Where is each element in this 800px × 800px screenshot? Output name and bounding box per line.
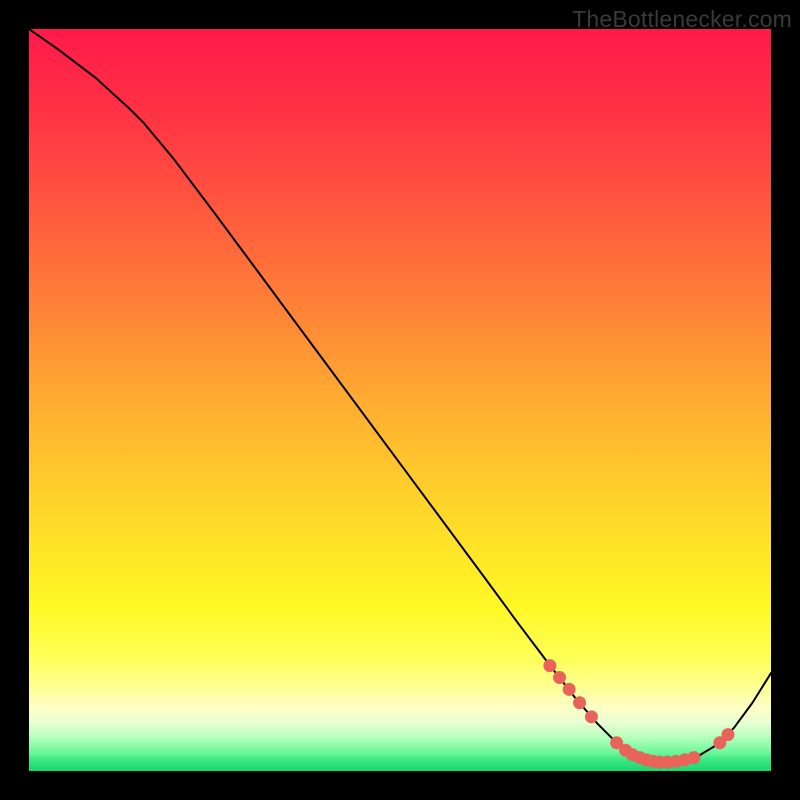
data-marker [573,696,586,709]
gradient-background [29,29,771,771]
plot-area [29,29,771,771]
data-marker [543,659,556,672]
chart-svg [29,29,771,771]
chart-frame: TheBottlenecker.com [0,0,800,800]
data-marker [563,683,576,696]
data-marker [687,751,700,764]
data-marker [721,728,734,741]
data-marker [585,710,598,723]
watermark-text: TheBottlenecker.com [572,6,792,33]
data-marker [553,671,566,684]
